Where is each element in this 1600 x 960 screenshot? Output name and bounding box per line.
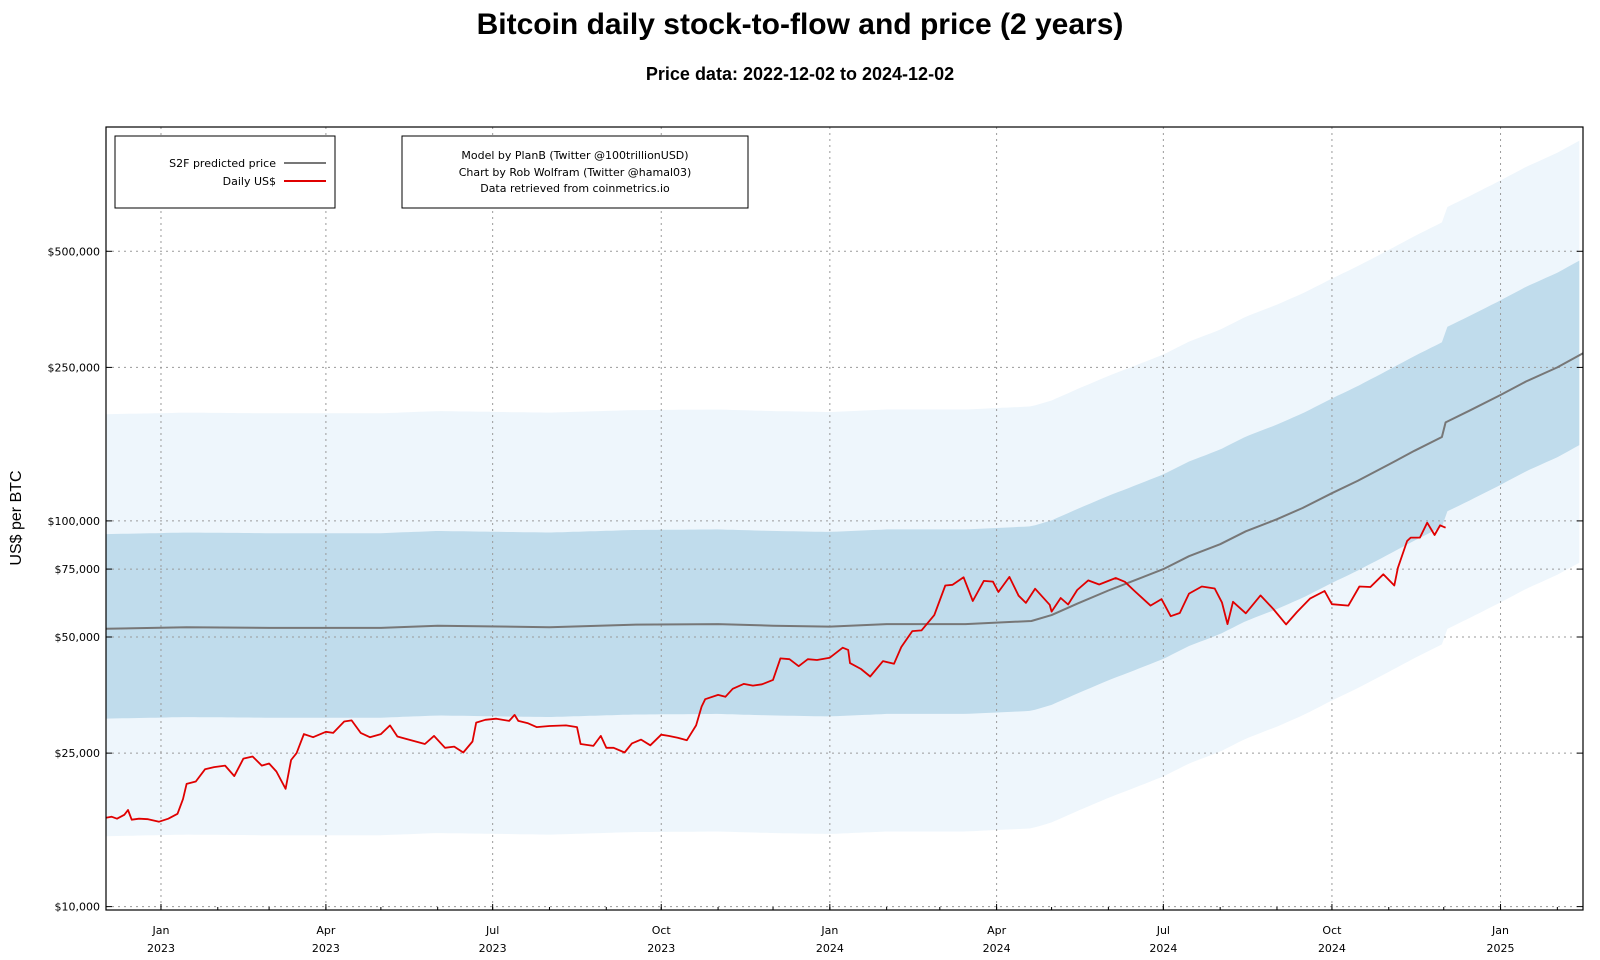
gridlines (106, 127, 1583, 910)
chart-subtitle: Price data: 2022-12-02 to 2024-12-02 (645, 64, 955, 84)
y-tick-label: $100,000 (48, 515, 101, 528)
credits-line-2: Chart by Rob Wolfram (Twitter @hamal03) (459, 166, 692, 179)
x-tick-year-label: 2024 (816, 942, 844, 955)
y-tick-label: $10,000 (55, 901, 101, 914)
x-tick-year-label: 2023 (312, 942, 340, 955)
legend-s2f-label: S2F predicted price (169, 157, 276, 170)
sigma-bands (106, 140, 1580, 837)
x-tick-year-label: 2023 (479, 942, 507, 955)
x-tick-year-label: 2024 (1318, 942, 1346, 955)
axes: $10,000 $25,000 $50,000 $75,000 $100,000 $250… (48, 245, 1583, 955)
y-tick-label: $500,000 (48, 245, 101, 258)
y-axis-title: US$ per BTC (8, 470, 25, 565)
band-inner (106, 260, 1580, 719)
series-lines (105, 352, 1584, 823)
x-tick-month-label: Jan (1491, 924, 1509, 937)
x-tick-year-label: 2023 (147, 942, 175, 955)
x-tick-month-label: Jul (485, 924, 499, 937)
x-tick-month-label: Oct (1322, 924, 1342, 937)
y-tick-label: $50,000 (55, 631, 101, 644)
legend-daily-label: Daily US$ (223, 175, 276, 188)
x-tick-year-label: 2024 (1149, 942, 1177, 955)
x-tick-month-label: Jan (820, 924, 838, 937)
x-tick-year-label: 2024 (983, 942, 1011, 955)
credits-line-1: Model by PlanB (Twitter @100trillionUSD) (461, 149, 688, 162)
credits-box: Model by PlanB (Twitter @100trillionUSD)… (401, 135, 749, 209)
plot-frame (105, 126, 1584, 911)
x-tick-year-label: 2025 (1487, 942, 1515, 955)
daily-price-line (105, 521, 1446, 823)
x-tick-year-label: 2023 (647, 942, 675, 955)
chart-title: Bitcoin daily stock-to-flow and price (2… (476, 8, 1124, 41)
y-tick-label: $75,000 (55, 563, 101, 576)
s2f-line (105, 352, 1584, 630)
credits-line-3: Data retrieved from coinmetrics.io (480, 182, 670, 195)
x-tick-month-label: Apr (987, 924, 1007, 937)
x-tick-month-label: Jul (1156, 924, 1170, 937)
x-tick-month-label: Jan (151, 924, 169, 937)
x-tick-month-label: Apr (316, 924, 336, 937)
y-tick-label: $25,000 (55, 747, 101, 760)
legend-box: S2F predicted price Daily US$ (114, 135, 336, 209)
y-tick-label: $250,000 (48, 361, 101, 374)
x-tick-month-label: Oct (652, 924, 672, 937)
